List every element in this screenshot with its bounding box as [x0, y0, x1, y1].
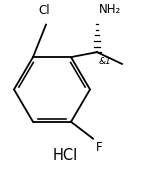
Text: HCl: HCl: [52, 148, 78, 163]
Text: Cl: Cl: [38, 4, 50, 17]
Text: &1: &1: [99, 57, 112, 66]
Text: NH₂: NH₂: [99, 3, 121, 16]
Text: F: F: [96, 141, 103, 154]
